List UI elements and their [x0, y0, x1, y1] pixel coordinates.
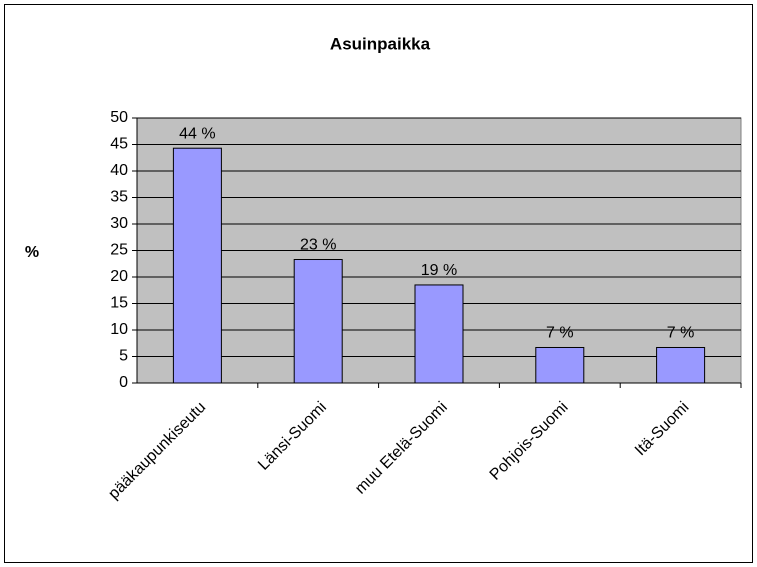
- data-label: 7 %: [546, 325, 574, 342]
- data-label: 7 %: [667, 325, 695, 342]
- y-tick-label: 25: [110, 242, 128, 259]
- y-tick-label: 0: [119, 374, 128, 391]
- chart-title: Asuinpaikka: [330, 34, 431, 53]
- y-tick-label: 5: [119, 348, 128, 365]
- bar: [293, 259, 343, 384]
- data-label: 44 %: [179, 125, 215, 142]
- bar: [172, 147, 222, 384]
- y-tick-label: 20: [110, 268, 128, 285]
- y-tick-label: 30: [110, 215, 128, 232]
- y-tick-label: 50: [110, 109, 128, 126]
- y-tick-label: 45: [110, 136, 128, 153]
- bar: [414, 284, 464, 384]
- data-label: 23 %: [300, 237, 336, 254]
- y-tick-label: 40: [110, 162, 128, 179]
- data-label: 19 %: [421, 262, 457, 279]
- bar: [656, 346, 706, 384]
- y-tick-label: 35: [110, 189, 128, 206]
- y-tick-label: 15: [110, 295, 128, 312]
- y-axis-label: %: [25, 244, 39, 261]
- y-tick-label: 10: [110, 321, 128, 338]
- bar: [535, 346, 585, 384]
